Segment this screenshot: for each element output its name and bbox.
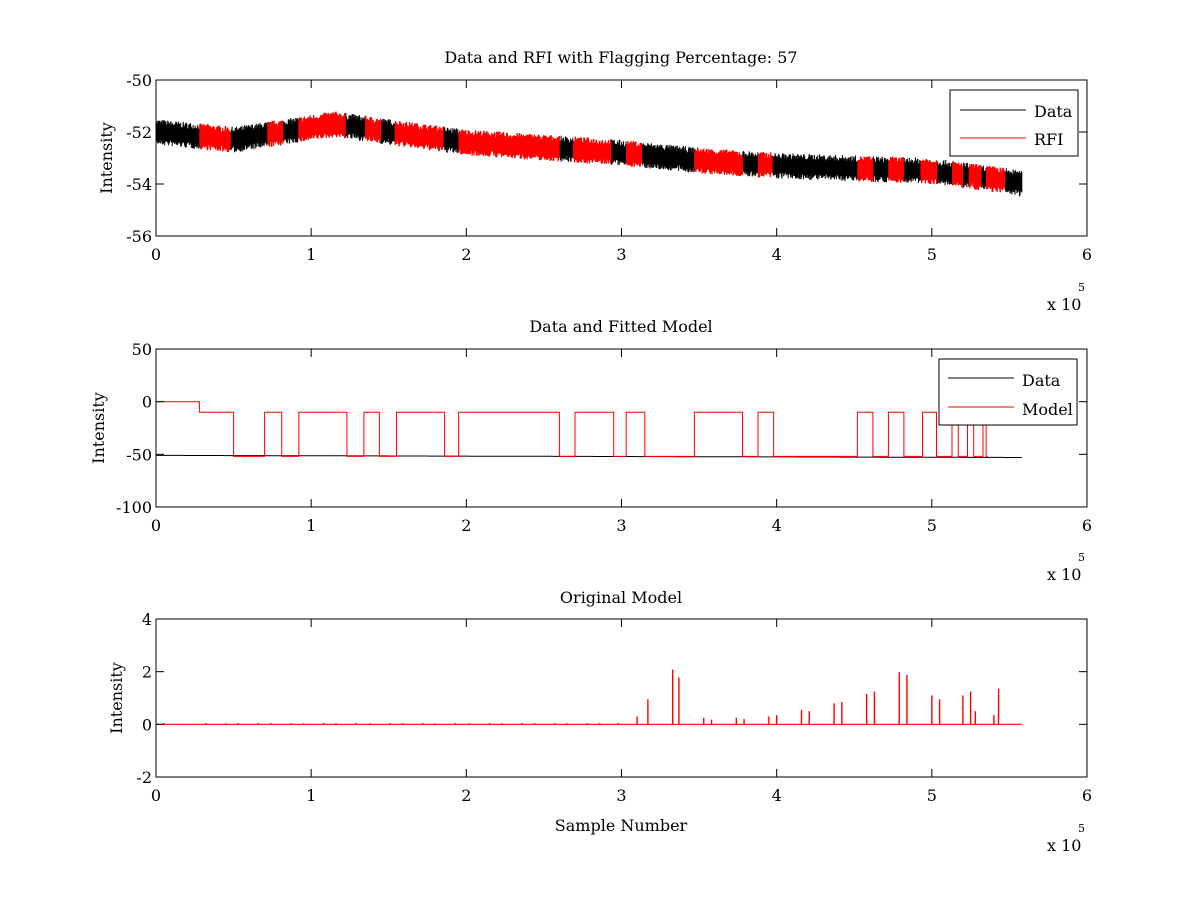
y-tick-label: 4 [142, 610, 152, 629]
panel-original-exponent-power: 5 [1078, 822, 1085, 835]
x-tick-label: 4 [772, 516, 782, 535]
legend-box [949, 89, 1079, 157]
x-tick-label: 5 [927, 516, 937, 535]
y-tick-label: -54 [126, 175, 152, 194]
y-tick-label: -2 [136, 768, 152, 787]
x-tick-label: 2 [461, 245, 471, 264]
x-tick-label: 4 [772, 786, 782, 805]
series-data-line [156, 454, 1022, 458]
rfi-segment-4 [394, 121, 444, 151]
x-tick-label: 0 [151, 245, 161, 264]
panel-fitted-legend: Data Model [938, 358, 1078, 426]
rfi-segment-8 [694, 147, 743, 176]
x-tick-label: 1 [306, 245, 316, 264]
series-layer [156, 111, 1023, 197]
panel-rfi: Data and RFI with Flagging Percentage: 5… [97, 48, 1092, 314]
x-tick-label: 5 [927, 245, 937, 264]
x-tick-label: 5 [927, 786, 937, 805]
x-tick-label: 6 [1082, 786, 1092, 805]
rfi-segment-12 [920, 159, 938, 185]
y-tick-label: -52 [126, 123, 152, 142]
rfi-segment-2 [298, 111, 346, 142]
rfi-segment-14 [968, 163, 982, 191]
panel-fitted: Data and Fitted Model Intensity 0 1 2 3 4 5 6 5… [89, 317, 1092, 584]
panel-rfi-plot [156, 111, 1023, 197]
rfi-segment-15 [986, 165, 1006, 193]
panel-rfi-title: Data and RFI with Flagging Percentage: 5… [444, 48, 797, 67]
x-tick-label: 3 [616, 245, 626, 264]
panel-original-exponent-label: x 10 [1047, 836, 1081, 855]
panel-rfi-ylabel: Intensity [97, 122, 116, 194]
panel-original-xlabel: Sample Number [555, 816, 688, 835]
y-tick-label: -56 [126, 227, 152, 246]
x-tick-label: 6 [1082, 516, 1092, 535]
rfi-segment-3 [365, 115, 382, 143]
legend-rfi-label: RFI [1034, 130, 1063, 149]
legend-model-label: Model [1022, 400, 1073, 419]
panel-fitted-ylabel: Intensity [89, 392, 108, 464]
y-tick-label: 0 [142, 393, 152, 412]
legend-data-label: Data [1034, 102, 1073, 121]
legend-box [938, 358, 1078, 426]
series-layer [156, 669, 1022, 725]
x-tick-label: 0 [151, 516, 161, 535]
y-tick-label: 2 [142, 663, 152, 682]
rfi-segment-9 [757, 151, 773, 178]
panel-rfi-legend: Data RFI [949, 89, 1079, 157]
x-tick-label: 1 [306, 516, 316, 535]
y-tick-label: 50 [132, 340, 152, 359]
rfi-segment-0 [199, 123, 231, 153]
x-tick-label: 0 [151, 786, 161, 805]
panel-fitted-exponent-power: 5 [1078, 551, 1085, 564]
rfi-segment-6 [572, 136, 612, 165]
y-tick-label: -100 [116, 498, 152, 517]
rfi-segment-10 [857, 156, 874, 182]
x-tick-label: 3 [616, 516, 626, 535]
panel-rfi-ticks: 0 1 2 3 4 5 6 -50 -52 -54 -56 [126, 71, 1092, 264]
rfi-segment-11 [888, 156, 905, 183]
rfi-segment-13 [952, 161, 964, 188]
panel-rfi-exponent-power: 5 [1078, 281, 1085, 294]
y-tick-label: -50 [126, 71, 152, 90]
panel-original-title: Original Model [560, 588, 682, 607]
panel-fitted-exponent-label: x 10 [1047, 565, 1081, 584]
x-tick-label: 2 [461, 786, 471, 805]
y-tick-label: -50 [126, 445, 152, 464]
panel-original-ylabel: Intensity [107, 662, 126, 734]
panel-rfi-exponent-label: x 10 [1047, 295, 1081, 314]
x-tick-label: 6 [1082, 245, 1092, 264]
rfi-segment-1 [267, 120, 284, 147]
legend-data-label: Data [1022, 371, 1061, 390]
y-tick-label: 0 [142, 715, 152, 734]
rfi-segment-7 [626, 140, 643, 168]
x-tick-label: 2 [461, 516, 471, 535]
x-tick-label: 1 [306, 786, 316, 805]
panel-original-plot [156, 669, 1022, 725]
rfi-segment-5 [458, 129, 560, 162]
panel-fitted-title: Data and Fitted Model [529, 317, 712, 336]
x-tick-label: 3 [616, 786, 626, 805]
x-tick-label: 4 [772, 245, 782, 264]
panel-fitted-ticks: 0 1 2 3 4 5 6 50 0 -50 -100 [116, 340, 1092, 535]
